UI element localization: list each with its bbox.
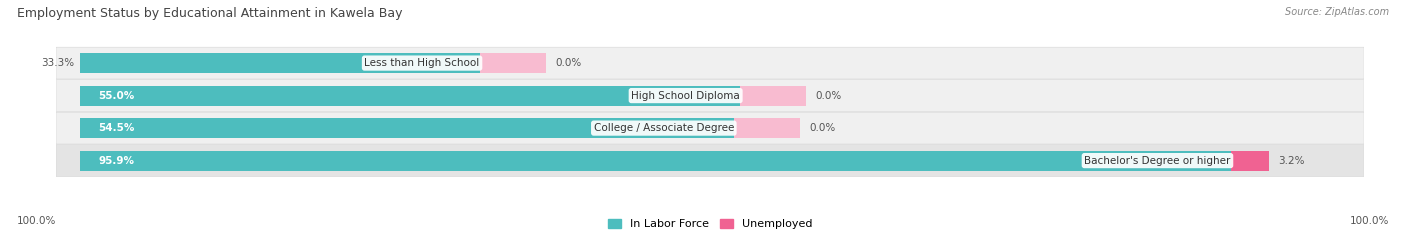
FancyBboxPatch shape (56, 145, 1364, 177)
FancyBboxPatch shape (56, 47, 1364, 79)
Text: 0.0%: 0.0% (815, 91, 842, 101)
Text: 33.3%: 33.3% (41, 58, 75, 68)
Bar (1230, 151, 1270, 171)
Legend: In Labor Force, Unemployed: In Labor Force, Unemployed (607, 219, 813, 229)
Text: Less than High School: Less than High School (364, 58, 479, 68)
Text: High School Diploma: High School Diploma (631, 91, 740, 101)
Bar (734, 118, 800, 138)
FancyBboxPatch shape (56, 80, 1364, 112)
Bar (479, 53, 546, 73)
Text: Bachelor's Degree or higher: Bachelor's Degree or higher (1084, 156, 1230, 166)
Text: 100.0%: 100.0% (1350, 216, 1389, 226)
Bar (740, 86, 806, 106)
Bar (80, 151, 1230, 171)
Text: College / Associate Degree: College / Associate Degree (593, 123, 734, 133)
Bar (80, 86, 740, 106)
Text: 55.0%: 55.0% (98, 91, 135, 101)
Text: 54.5%: 54.5% (98, 123, 135, 133)
Text: Employment Status by Educational Attainment in Kawela Bay: Employment Status by Educational Attainm… (17, 7, 402, 20)
Text: 3.2%: 3.2% (1278, 156, 1305, 166)
Text: 0.0%: 0.0% (810, 123, 835, 133)
Text: 0.0%: 0.0% (555, 58, 582, 68)
Bar (80, 53, 479, 73)
Text: 95.9%: 95.9% (98, 156, 134, 166)
FancyBboxPatch shape (56, 112, 1364, 144)
Bar (80, 118, 734, 138)
Text: Source: ZipAtlas.com: Source: ZipAtlas.com (1285, 7, 1389, 17)
Text: 100.0%: 100.0% (17, 216, 56, 226)
